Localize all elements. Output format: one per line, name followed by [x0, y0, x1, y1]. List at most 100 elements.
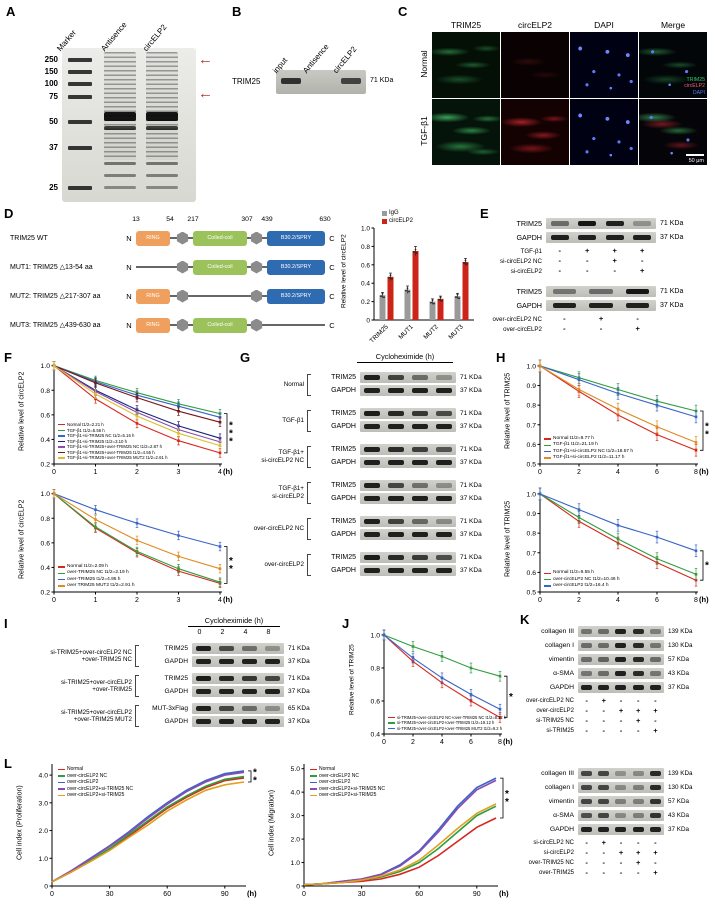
legend-swatch: [310, 781, 317, 783]
svg-text:0.8: 0.8: [527, 403, 537, 410]
blot-row: TRIM25 71 KDa: [314, 444, 496, 455]
c-terminus: C: [329, 262, 335, 272]
svg-text:0.8: 0.8: [371, 665, 381, 672]
marker-band: [68, 95, 92, 99]
condition-mark: -: [602, 868, 606, 878]
legend-label: IgG: [389, 210, 399, 216]
blot-row: vimentin 57 KDa: [522, 654, 710, 665]
marker-weight-value: 100: [44, 79, 58, 88]
legend-item: over-circELP2+si-TRIM25 NC: [58, 786, 133, 793]
protein-band: [436, 532, 452, 537]
blot-row: MUT-3xFlag 65 KDa: [142, 703, 322, 714]
construct-name: TRIM25 WT: [10, 234, 48, 242]
blot-strip: [192, 703, 284, 714]
svg-text:0.7: 0.7: [527, 422, 537, 429]
protein-band: [649, 643, 661, 648]
blot-strip: [578, 668, 664, 679]
domain-strip: RING Coiled-coil B30.2/SPRY: [136, 230, 325, 246]
protein-band: [412, 483, 428, 488]
group-label: over-circELP2: [264, 561, 304, 569]
micrograph-r1-c2: [570, 99, 638, 165]
legend-label: over-TRIM25 t1/2=4.95 h: [67, 576, 121, 582]
protein-band: [412, 388, 428, 393]
svg-text:*: *: [229, 420, 233, 431]
legend-swatch: [388, 727, 395, 730]
protein-label: GAPDH: [549, 826, 574, 833]
motif-hexagon: [250, 318, 263, 332]
protein-band: [219, 689, 234, 694]
legend-label: si-TRIM25+over-circELP2+over-TRIM25 t1/2…: [397, 720, 495, 726]
protein-band: [242, 676, 257, 681]
legend-label: over-circELP2+si-TRIM25 NC: [67, 785, 133, 792]
protein-label: α-SMA: [553, 670, 574, 677]
blot-strip: [360, 493, 456, 504]
condition-mark: -: [636, 696, 640, 706]
protein-band: [196, 676, 211, 681]
lane-smear: [104, 52, 136, 160]
condition-row: over-circELP2 - - + + +: [522, 706, 710, 716]
legend-item: TGF-β1+si-circELP2 NC t1/2=18.57 h: [544, 449, 633, 455]
svg-text:0: 0: [538, 597, 542, 604]
svg-text:0: 0: [296, 884, 300, 891]
svg-text:(h): (h): [223, 467, 233, 476]
legend-swatch: [58, 788, 65, 790]
svg-text:60: 60: [163, 891, 171, 898]
svg-text:4: 4: [218, 597, 222, 604]
legend-item: TGF-β1+si-circELP2 t1/2=11.17 h: [544, 455, 633, 461]
molecular-weight: 139 KDa: [668, 770, 693, 777]
svg-text:0.8: 0.8: [41, 516, 51, 523]
panel-k-fibrosis-blots: K collagen III 139 KDa collagen I 130 KDa vi…: [520, 612, 714, 904]
molecular-weight: 37 KDa: [660, 302, 684, 309]
svg-text:MUT3: MUT3: [447, 323, 465, 341]
svg-text:0.5: 0.5: [527, 590, 537, 597]
legend-item: over-circELP2+si-TRIM25: [58, 792, 133, 799]
group-bracket: [135, 675, 139, 697]
legend-swatch: [58, 423, 65, 426]
molecular-weight: 37 KDa: [460, 423, 482, 430]
legend-swatch: [544, 438, 551, 440]
svg-text:(h): (h): [499, 889, 509, 898]
legend-item: over-TRIM25 t1/2=4.95 h: [58, 577, 135, 583]
protein-band: [388, 496, 404, 501]
svg-text:8: 8: [694, 597, 698, 604]
protein-band: [633, 235, 652, 240]
legend-swatch: [58, 566, 65, 568]
cycloheximide-header: Cycloheximide (h): [188, 616, 280, 627]
protein-label: GAPDH: [331, 423, 356, 430]
row-label: Normal: [419, 50, 429, 78]
protein-band: [364, 496, 380, 501]
chx-group: TGF-β1+ si-circELP2 NC TRIM25 71 KDa GAPDH 3…: [242, 444, 496, 470]
legend-label: over-circELP2+si-TRIM25: [319, 792, 377, 798]
legend-swatch: [58, 585, 65, 587]
construct-name: MUT1: TRIM25 △13-54 aa: [10, 264, 93, 271]
condition-mark: -: [558, 246, 562, 256]
protein-band: [265, 719, 280, 724]
chart-legend: Normal t1/2=2.09 h over-TRIM25 NC t1/2=2.…: [58, 564, 135, 589]
molecular-weight: 43 KDa: [668, 670, 690, 677]
c-terminus: C: [329, 320, 335, 330]
time-point: 4: [243, 629, 248, 636]
migration-chart: Cell index (Migration) 0 30 60 90 0 1.0 2.0 3.0 4…: [266, 758, 512, 902]
merge-legend-entry: DAPI: [692, 89, 705, 96]
condition-mark: +: [585, 246, 590, 256]
legend-label: over-TRIM25 NC t1/2=2.19 h: [67, 570, 129, 576]
trim25-decay-chart-2: Relative level of TRIM25 0 2 4 6 8 0.5 0.6 0.7 0.…: [502, 484, 712, 608]
legend-label: over-circELP2 NC: [67, 772, 108, 779]
merge-legend-entry: circELP2: [684, 83, 705, 89]
chx-blot-groups: Normal TRIM25 71 KDa GAPDH 37 KDa TGF-β1 TRIM2…: [242, 372, 496, 588]
domain-strip: Coiled-coil B30.2/SPRY: [136, 259, 325, 275]
condition-label: over-circELP2: [536, 708, 574, 714]
svg-text:4: 4: [218, 469, 222, 476]
svg-text:0.8: 0.8: [41, 388, 51, 395]
svg-text:0.5: 0.5: [527, 462, 537, 469]
svg-text:1.0: 1.0: [371, 632, 381, 639]
panel-a-label: A: [6, 4, 16, 19]
protein-band: [581, 771, 593, 776]
legend-item: over-circELP2 t1/2=16.4 h: [544, 583, 620, 589]
svg-text:30: 30: [358, 891, 366, 898]
legend-swatch: [382, 211, 387, 217]
condition-label: over-TRIM25: [538, 870, 574, 876]
marker-band: [68, 82, 92, 86]
n-terminus: N: [126, 233, 132, 243]
protein-band: [412, 447, 428, 452]
